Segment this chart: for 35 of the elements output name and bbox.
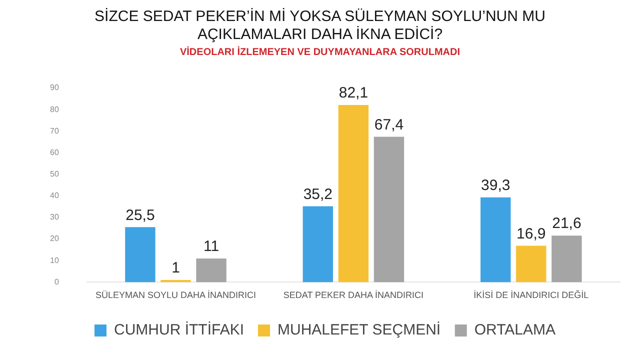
data-label: 16,9	[516, 225, 546, 242]
y-tick-label: 20	[50, 234, 60, 244]
y-tick-label: 70	[50, 126, 60, 136]
bar	[302, 206, 334, 282]
bar	[480, 197, 511, 282]
x-tick-label: SEDAT PEKER DAHA İNANDIRICI	[283, 290, 424, 300]
y-tick-label: 10	[50, 256, 60, 265]
bar	[552, 236, 582, 282]
legend-label: CUMHUR İTTİFAKI	[114, 320, 244, 339]
bar	[374, 136, 404, 282]
bar	[125, 227, 156, 282]
y-tick-label: 60	[50, 148, 60, 157]
bar	[338, 105, 369, 282]
y-tick-label: 40	[50, 191, 60, 200]
bar	[196, 258, 226, 282]
x-tick-label: SÜLEYMAN SOYLU DAHA İNANDIRICI	[95, 290, 256, 300]
y-tick-label: 0	[54, 277, 60, 286]
legend-label: ORTALAMA	[474, 322, 556, 339]
chart-subtitle: VİDEOLARI İZLEMEYEN VE DUYMAYANLARA SORULMADI	[178, 47, 462, 58]
bar	[516, 246, 546, 282]
data-label: 35,2	[303, 186, 333, 203]
chart-title: SİZCE SEDAT PEKER’İN Mİ YOKSA SÜLEYMAN SOYLU’NUN MU AÇIKLAMALARI DAHA İKNA EDİCİ?	[94, 8, 546, 44]
data-label: 39,3	[481, 177, 510, 194]
data-label: 21,6	[552, 215, 582, 232]
y-tick-label: 90	[50, 83, 60, 92]
y-tick-label: 50	[50, 170, 60, 179]
data-label: 25,5	[126, 206, 155, 224]
y-tick-label: 80	[50, 104, 60, 114]
data-label: 67,4	[374, 116, 404, 134]
x-tick-label: İKİSİ DE İNANDIRICI DEĞİL	[474, 290, 589, 300]
data-label: 82,1	[338, 84, 368, 102]
data-label: 1	[172, 260, 180, 277]
data-label: 11	[204, 238, 220, 256]
legend-label: MUHALEFET SEÇMENİ	[278, 320, 441, 339]
y-tick-label: 30	[50, 212, 60, 222]
